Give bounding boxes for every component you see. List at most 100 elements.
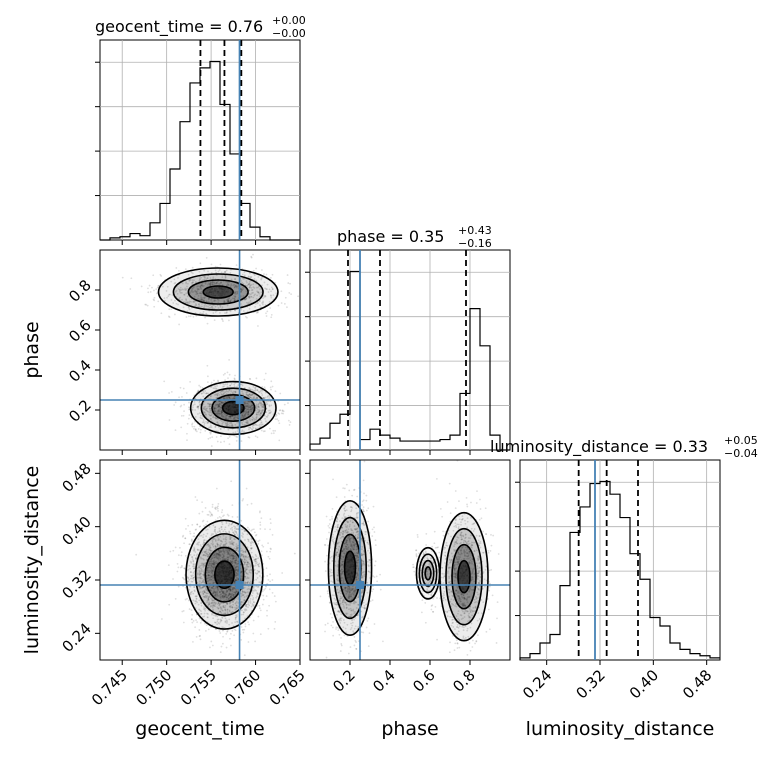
sample-point: [247, 410, 250, 413]
sample-point: [227, 300, 229, 303]
sample-point: [265, 273, 268, 276]
sample-point: [209, 283, 212, 285]
sample-point: [218, 404, 221, 407]
sample-point: [222, 556, 225, 559]
sample-point: [204, 411, 206, 414]
sample-point: [188, 414, 191, 416]
sample-point: [210, 263, 213, 266]
sample-point: [192, 567, 195, 570]
sample-point: [196, 292, 199, 295]
sample-point: [284, 296, 287, 299]
sample-point: [183, 293, 186, 296]
sample-point: [200, 305, 203, 308]
sample-point: [180, 414, 183, 417]
sample-point: [226, 418, 229, 421]
sample-point: [251, 393, 254, 396]
sample-point: [212, 592, 215, 595]
sample-point: [244, 421, 247, 424]
sample-point: [217, 413, 219, 415]
sample-point: [217, 414, 220, 417]
sample-point: [217, 379, 219, 382]
sample-point: [248, 295, 250, 298]
sample-point: [201, 510, 204, 513]
sample-point: [199, 292, 202, 295]
sample-point: [214, 410, 217, 413]
sample-point: [219, 412, 222, 415]
sample-point: [208, 283, 211, 286]
sample-point: [205, 300, 208, 303]
sample-point: [244, 410, 247, 413]
sample-point: [234, 284, 237, 287]
sample-point: [183, 293, 185, 296]
sample-point: [189, 315, 192, 318]
sample-point: [221, 592, 224, 595]
sample-point: [223, 543, 226, 546]
sample-point: [248, 400, 251, 403]
sample-point: [267, 395, 269, 397]
sample-point: [216, 455, 218, 457]
sample-point: [228, 358, 231, 361]
sample-point: [222, 415, 225, 418]
sample-point: [187, 315, 190, 318]
sample-point: [324, 560, 327, 563]
sample-point: [268, 404, 271, 407]
truth-marker: [235, 581, 244, 589]
sample-point: [241, 417, 243, 420]
sample-point: [173, 404, 176, 406]
sample-point: [259, 633, 262, 636]
sample-point: [206, 552, 208, 555]
sample-point: [203, 422, 206, 425]
sample-point: [245, 411, 247, 414]
sample-point: [244, 412, 247, 415]
sample-point: [216, 394, 219, 397]
sample-point: [214, 506, 217, 509]
sample-point: [244, 315, 247, 318]
sample-point: [217, 282, 220, 285]
sample-point: [202, 310, 205, 313]
sample-point: [153, 289, 155, 292]
sample-point: [269, 550, 272, 553]
sample-point: [244, 405, 247, 407]
sample-point: [184, 301, 187, 304]
sample-point: [233, 390, 235, 393]
sample-point: [210, 564, 213, 567]
sample-point: [280, 412, 283, 415]
sample-point: [201, 386, 204, 389]
sample-point: [245, 404, 248, 407]
sample-point: [201, 285, 204, 288]
sample-point: [222, 401, 225, 404]
sample-point: [204, 405, 207, 408]
sample-point: [248, 282, 251, 284]
sample-point: [268, 288, 271, 291]
sample-point: [185, 316, 188, 318]
sample-point: [219, 306, 222, 308]
sample-point: [263, 397, 265, 399]
sample-point: [485, 630, 488, 633]
sample-point: [206, 571, 208, 574]
sample-point: [277, 419, 280, 422]
sample-point: [215, 412, 218, 415]
sample-point: [193, 535, 196, 538]
sample-point: [250, 397, 253, 400]
sample-point: [237, 568, 240, 571]
sample-point: [204, 507, 207, 509]
sample-point: [211, 280, 214, 283]
sample-point: [214, 417, 217, 420]
sample-point: [207, 566, 210, 569]
sample-point: [195, 619, 197, 622]
sample-point: [203, 278, 205, 281]
sample-point: [183, 578, 186, 581]
sample-point: [254, 427, 257, 430]
sample-point: [220, 404, 223, 407]
sample-point: [184, 537, 187, 540]
sample-point: [263, 273, 265, 275]
sample-point: [372, 505, 375, 508]
sample-point: [249, 600, 252, 602]
sample-point: [243, 402, 246, 405]
sample-point: [155, 292, 158, 295]
sample-point: [244, 571, 247, 574]
sample-point: [223, 514, 225, 517]
sample-point: [204, 277, 206, 279]
sample-point: [220, 411, 223, 414]
sample-point: [244, 402, 247, 405]
